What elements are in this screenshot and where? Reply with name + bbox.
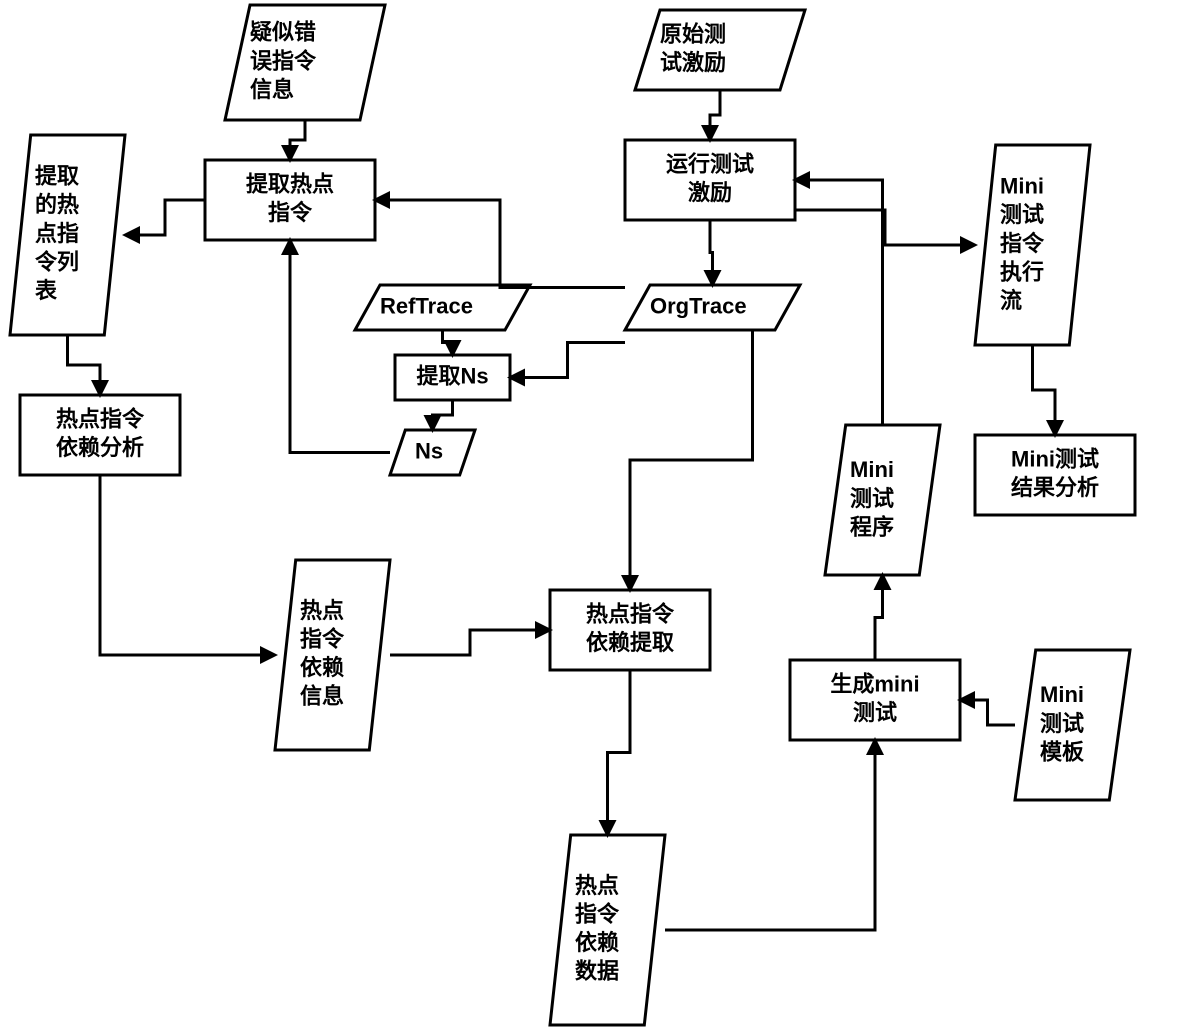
p_mini_prog-label-1: 测试 xyxy=(850,486,894,511)
p_ns: Ns xyxy=(390,430,475,475)
p_dep_info-label-0: 热点 xyxy=(300,598,344,623)
p_ns-label-0: Ns xyxy=(415,438,443,463)
p_mini_flow-label-2: 指令 xyxy=(1000,231,1045,256)
edge-p_orgtrace-r_extract_ns xyxy=(510,343,625,378)
edge-p_orig_stim-r_run_stim xyxy=(710,90,720,140)
p_orig_stim: 原始测试激励 xyxy=(635,10,805,90)
p_mini_tpl-label-2: 模板 xyxy=(1040,739,1085,764)
edge-p_mini_prog-r_run_stim xyxy=(795,180,883,425)
edge-r_gen_mini-p_mini_prog xyxy=(875,575,883,660)
edge-p_reftrace-r_extract_ns xyxy=(443,330,453,355)
edge-p_ns-r_extract_hot xyxy=(290,240,390,453)
edge-r_run_stim-p_orgtrace xyxy=(710,220,713,285)
p_suspect-label-1: 误指令 xyxy=(250,48,317,73)
r_dep_analysis: 热点指令依赖分析 xyxy=(20,395,180,475)
p_mini_tpl-label-1: 测试 xyxy=(1040,711,1084,736)
edge-p_orgtrace-r_dep_extract xyxy=(630,330,753,590)
p_hot_list-label-0: 提取 xyxy=(35,164,79,189)
edge-p_orgtrace-r_extract_hot xyxy=(375,200,625,288)
r_gen_mini-label-1: 测试 xyxy=(853,700,897,725)
p_mini_tpl-label-0: Mini xyxy=(1040,682,1084,707)
p_hot_list-label-2: 点指 xyxy=(35,221,79,246)
p_mini_flow: Mini 测试指令执行流 xyxy=(975,145,1090,345)
r_run_stim: 运行测试激励 xyxy=(625,140,795,220)
r_dep_analysis-label-0: 热点指令 xyxy=(56,407,145,432)
r_run_stim-label-0: 运行测试 xyxy=(666,152,754,177)
flowchart-diagram: 疑似错误指令信息原始测试激励运行测试激励提取热点指令提取的热点指令列表Mini测… xyxy=(0,0,1177,1031)
p_dep_data-label-0: 热点 xyxy=(575,873,619,898)
r_dep_extract-label-1: 依赖提取 xyxy=(586,630,674,655)
edge-r_run_stim-p_mini_flow xyxy=(795,210,975,245)
edge-r_dep_analysis-p_dep_info xyxy=(100,475,275,655)
r_extract_ns: 提取Ns xyxy=(395,355,510,400)
p_hot_list: 提取的热点指令列表 xyxy=(10,135,125,335)
p_reftrace: RefTrace xyxy=(355,285,530,330)
p_mini_prog: Mini 测试程序 xyxy=(825,425,940,575)
edge-r_dep_extract-p_dep_data xyxy=(608,670,631,835)
p_hot_list-label-4: 表 xyxy=(35,278,58,303)
p_mini_flow-label-3: 执行 xyxy=(1000,259,1044,284)
r_run_stim-label-1: 激励 xyxy=(688,180,732,205)
r_mini_result-label-1: 结果分析 xyxy=(1011,475,1099,500)
r_gen_mini-label-0: 生成mini xyxy=(830,672,919,697)
edge-r_extract_ns-p_ns xyxy=(433,400,453,430)
p_dep_data: 热点指令依赖数据 xyxy=(550,835,665,1025)
r_mini_result: Mini测试结果分析 xyxy=(975,435,1135,515)
p_dep_data-label-1: 指令 xyxy=(575,902,620,927)
p_orig_stim-label-0: 原始测 xyxy=(660,22,726,47)
r_extract_hot: 提取热点指令 xyxy=(205,160,375,240)
p_dep_data-label-2: 依赖 xyxy=(575,930,619,955)
edge-r_extract_hot-p_hot_list xyxy=(125,200,205,235)
edge-p_hot_list-r_dep_analysis xyxy=(68,335,101,395)
r_mini_result-label-0: Mini测试 xyxy=(1011,447,1099,472)
r_gen_mini: 生成mini 测试 xyxy=(790,660,960,740)
p_mini_tpl: Mini 测试模板 xyxy=(1015,650,1130,800)
p_mini_flow-label-1: 测试 xyxy=(1000,202,1044,227)
edge-p_dep_data-r_gen_mini xyxy=(665,740,875,930)
p_suspect: 疑似错误指令信息 xyxy=(225,5,385,120)
edge-p_mini_tpl-r_gen_mini xyxy=(960,700,1015,725)
p_dep_info-label-3: 信息 xyxy=(300,684,344,709)
r_extract_ns-label-0: 提取Ns xyxy=(416,363,488,388)
p_mini_flow-label-0: Mini xyxy=(1000,174,1044,199)
p_reftrace-label-0: RefTrace xyxy=(380,293,473,318)
p_dep_info: 热点指令依赖信息 xyxy=(275,560,390,750)
r_dep_extract-label-0: 热点指令 xyxy=(586,602,675,627)
r_dep_analysis-label-1: 依赖分析 xyxy=(56,435,144,460)
p_orig_stim-label-1: 试激励 xyxy=(660,50,726,75)
r_extract_hot-label-0: 提取热点 xyxy=(246,172,334,197)
p_dep_info-label-2: 依赖 xyxy=(300,655,344,680)
r_extract_hot-label-1: 指令 xyxy=(268,200,313,225)
edge-p_suspect-r_extract_hot xyxy=(290,120,305,160)
p_mini_prog-label-0: Mini xyxy=(850,457,894,482)
p_mini_flow-label-4: 流 xyxy=(1000,288,1022,313)
p_dep_data-label-3: 数据 xyxy=(575,959,619,984)
p_mini_prog-label-2: 程序 xyxy=(850,514,894,539)
edge-p_dep_info-r_dep_extract xyxy=(390,630,550,655)
p_orgtrace: OrgTrace xyxy=(625,285,800,330)
r_dep_extract: 热点指令依赖提取 xyxy=(550,590,710,670)
p_dep_info-label-1: 指令 xyxy=(300,627,345,652)
p_hot_list-label-3: 令列 xyxy=(35,249,79,274)
edge-p_mini_flow-r_mini_result xyxy=(1033,345,1056,435)
p_hot_list-label-1: 的热 xyxy=(35,192,79,217)
p_orgtrace-label-0: OrgTrace xyxy=(650,293,747,318)
p_suspect-label-0: 疑似错 xyxy=(250,20,316,45)
p_suspect-label-2: 信息 xyxy=(250,77,294,102)
